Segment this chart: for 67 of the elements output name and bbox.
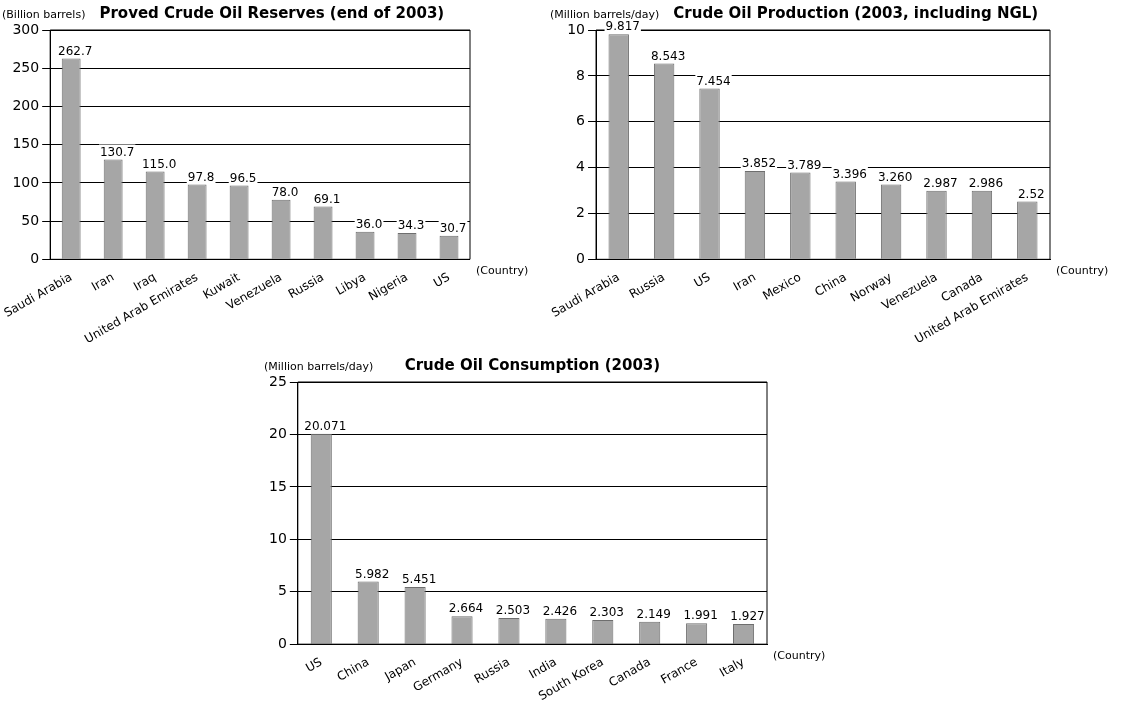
data-label: 34.3: [397, 218, 425, 233]
y-tick-label: 25: [268, 372, 287, 389]
data-label: 2.303: [589, 605, 624, 620]
y-axis-title: (Million barrels/day): [264, 360, 374, 373]
y-tick-label: 200: [12, 97, 40, 114]
data-label: 78.0: [271, 184, 299, 199]
x-tick-label: US: [430, 269, 453, 291]
y-tick-label: 0: [277, 634, 287, 651]
x-tick-label: US: [303, 654, 325, 675]
y-tick-label: 0: [576, 249, 586, 266]
y-axis-title: (Million barrels/day): [550, 8, 660, 21]
y-tick-label: 6: [576, 112, 586, 129]
data-label: 20.071: [304, 418, 347, 433]
x-tick-label: Iran: [730, 269, 758, 294]
y-tick-label: 300: [12, 20, 40, 37]
y-tick-label: 50: [21, 211, 40, 228]
data-label: 130.7: [99, 144, 135, 159]
x-axis-title: (Country): [773, 648, 826, 662]
data-label: 2.664: [448, 601, 484, 616]
data-label: 30.7: [439, 220, 467, 235]
y-tick-label: 250: [12, 58, 40, 75]
x-tick-label: Libya: [333, 269, 369, 298]
y-tick-label: 2: [576, 204, 586, 221]
data-label: 1.927: [730, 609, 765, 624]
y-tick-label: 10: [268, 529, 287, 546]
data-label: 36.0: [355, 216, 383, 231]
chart-title: Crude Oil Consumption (2003): [404, 356, 661, 374]
data-label: 3.396: [832, 166, 867, 181]
data-label: 8.543: [650, 48, 686, 63]
data-label: 5.451: [401, 572, 437, 587]
data-label: 2.987: [923, 175, 958, 190]
data-label: 2.986: [968, 175, 1004, 190]
y-tick-label: 10: [567, 20, 586, 37]
data-label: 2.503: [495, 603, 531, 618]
data-label: 115.0: [141, 156, 177, 171]
y-tick-label: 15: [268, 477, 287, 494]
data-label: 3.852: [741, 156, 777, 171]
y-tick-label: 20: [268, 425, 287, 442]
x-tick-label: India: [526, 654, 559, 682]
y-tick-label: 0: [30, 249, 40, 266]
x-tick-label: US: [691, 269, 713, 291]
x-axis-title: (Country): [476, 263, 529, 277]
chart-title: Crude Oil Production (2003, including NGL): [673, 4, 1039, 22]
data-label: 69.1: [313, 191, 341, 206]
x-tick-label: Italy: [717, 654, 747, 680]
y-tick-label: 4: [576, 158, 586, 175]
y-axis-title: (Billion barrels): [2, 8, 86, 21]
data-label: 96.5: [229, 170, 257, 185]
data-label: 9.817: [605, 19, 640, 34]
y-tick-label: 150: [12, 135, 40, 152]
data-label: 2.52: [1017, 186, 1045, 201]
x-tick-label: China: [812, 269, 849, 299]
data-label: 2.426: [542, 603, 578, 618]
data-label: 1.991: [683, 608, 718, 623]
y-tick-label: 100: [12, 173, 40, 190]
data-label: 5.982: [355, 566, 390, 581]
x-axis-title: (Country): [1056, 263, 1109, 277]
x-tick-label: Iran: [88, 269, 117, 294]
y-tick-label: 5: [277, 582, 287, 599]
data-label: 3.789: [787, 157, 822, 172]
chart-title: Proved Crude Oil Reserves (end of 2003): [99, 4, 445, 22]
data-label: 3.260: [877, 169, 913, 184]
data-label: 262.7: [58, 43, 93, 58]
data-label: 2.149: [636, 606, 671, 621]
data-label: 97.8: [187, 169, 215, 184]
y-tick-label: 8: [576, 66, 586, 83]
data-label: 7.454: [696, 73, 731, 88]
